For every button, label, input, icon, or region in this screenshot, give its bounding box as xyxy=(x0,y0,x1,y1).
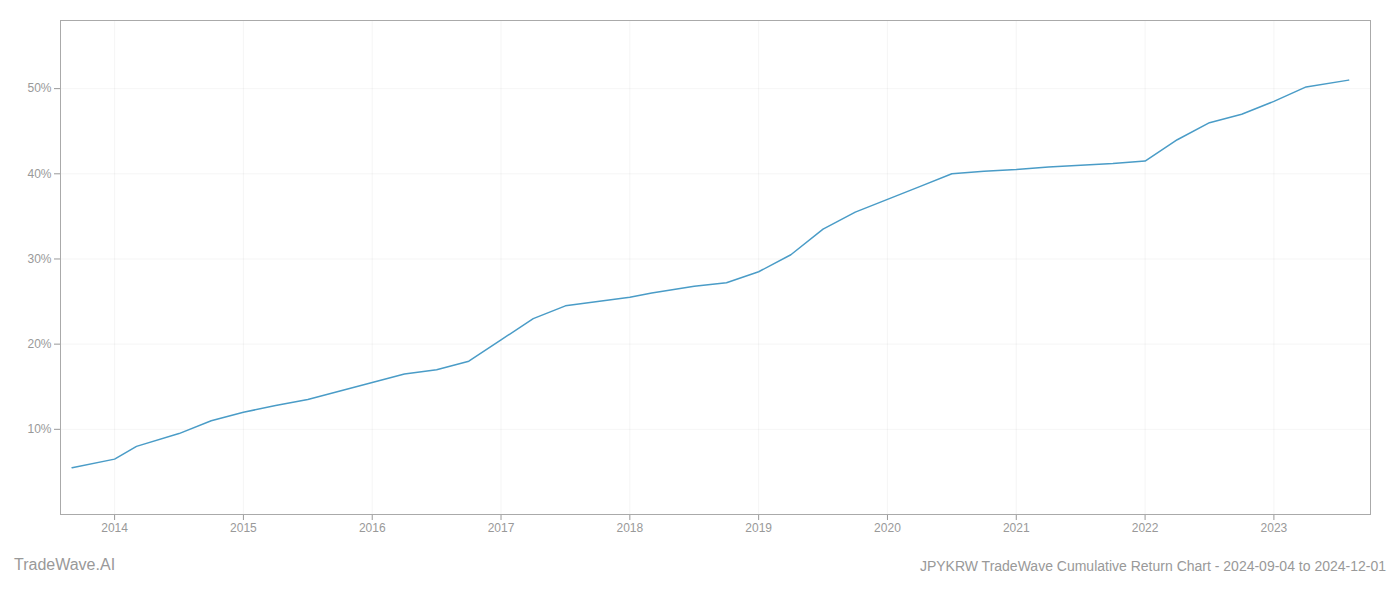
html-text:TradeWave.AI: TradeWave.AI xyxy=(14,556,116,573)
svg-text:2016: 2016 xyxy=(359,521,386,535)
svg-text:2014: 2014 xyxy=(101,521,128,535)
svg-text:50%: 50% xyxy=(27,81,51,95)
svg-text:2020: 2020 xyxy=(874,521,901,535)
html-text:JPYKRW TradeWave Cumulative Re: JPYKRW TradeWave Cumulative Return Chart… xyxy=(919,558,1386,574)
svg-text:40%: 40% xyxy=(27,167,51,181)
svg-text:30%: 30% xyxy=(27,252,51,266)
svg-text:2023: 2023 xyxy=(1261,521,1288,535)
svg-text:20%: 20% xyxy=(27,337,51,351)
svg-text:2017: 2017 xyxy=(488,521,515,535)
svg-text:2019: 2019 xyxy=(745,521,772,535)
svg-text:2018: 2018 xyxy=(616,521,643,535)
svg-text:2022: 2022 xyxy=(1132,521,1159,535)
svg-text:2015: 2015 xyxy=(230,521,257,535)
svg-text:2021: 2021 xyxy=(1003,521,1030,535)
svg-text:10%: 10% xyxy=(27,422,51,436)
